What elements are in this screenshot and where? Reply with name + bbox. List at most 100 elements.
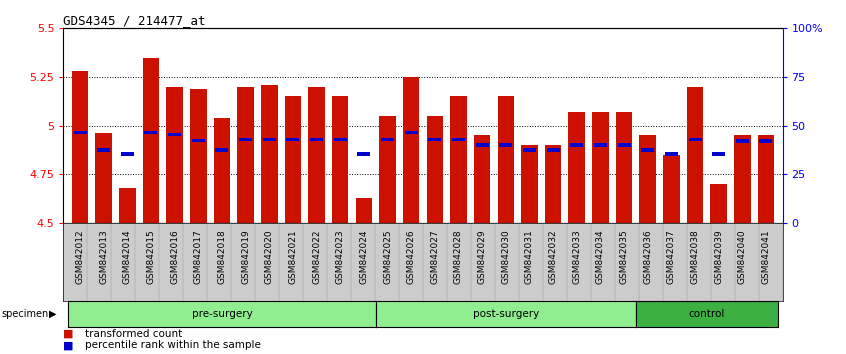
Bar [760,139,772,143]
Bar [641,148,654,152]
Bar [499,143,513,147]
Bar [689,138,701,141]
Text: GSM842012: GSM842012 [75,229,85,284]
Text: percentile rank within the sample: percentile rank within the sample [85,341,261,350]
Bar [287,138,299,141]
Text: GSM842039: GSM842039 [714,229,723,284]
Bar [618,143,630,147]
Bar [712,152,725,156]
Bar [72,71,88,223]
Bar [310,138,323,141]
Text: ■: ■ [63,341,78,350]
Bar [357,152,371,156]
Bar [663,155,679,223]
Bar [475,143,489,147]
Bar [403,77,420,223]
Bar [355,198,372,223]
Text: GSM842015: GSM842015 [146,229,156,284]
Text: GSM842034: GSM842034 [596,229,605,284]
Bar [214,118,230,223]
Bar [497,96,514,223]
Bar [426,116,443,223]
Bar [616,112,632,223]
Text: ■: ■ [63,329,78,339]
Bar [545,145,562,223]
Bar [687,87,703,223]
Text: GDS4345 / 214477_at: GDS4345 / 214477_at [63,14,206,27]
Bar [145,131,157,134]
Bar [263,138,276,141]
Bar [569,112,585,223]
Text: GSM842028: GSM842028 [454,229,463,284]
Bar [96,133,112,223]
Bar [121,152,134,156]
Bar [192,138,205,142]
Text: GSM842029: GSM842029 [478,229,486,284]
Bar [547,148,559,152]
Text: GSM842030: GSM842030 [502,229,510,284]
Text: GSM842035: GSM842035 [619,229,629,284]
Text: GSM842041: GSM842041 [761,229,771,284]
Bar [428,138,442,141]
Bar [452,138,465,141]
Text: GSM842037: GSM842037 [667,229,676,284]
Text: GSM842023: GSM842023 [336,229,344,284]
Text: GSM842017: GSM842017 [194,229,203,284]
Text: GSM842013: GSM842013 [99,229,108,284]
Bar [333,138,347,141]
Bar [119,188,135,223]
Bar [143,58,159,223]
Bar [381,138,394,141]
Bar [665,152,678,156]
Bar [592,112,608,223]
Bar [474,135,491,223]
Text: GSM842021: GSM842021 [288,229,298,284]
Bar [523,148,536,152]
Bar [594,143,607,147]
Bar [168,133,181,136]
Text: GSM842026: GSM842026 [407,229,415,284]
Bar [734,135,750,223]
Text: GSM842016: GSM842016 [170,229,179,284]
Text: transformed count: transformed count [85,329,182,339]
Text: GSM842024: GSM842024 [360,229,368,284]
Bar [711,184,727,223]
Text: GSM842032: GSM842032 [548,229,558,284]
Bar [379,116,396,223]
Text: GSM842038: GSM842038 [690,229,700,284]
Text: GSM842040: GSM842040 [738,229,747,284]
Text: GSM842031: GSM842031 [525,229,534,284]
Text: GSM842018: GSM842018 [217,229,227,284]
Text: control: control [689,309,725,319]
Bar [736,139,749,143]
Text: GSM842036: GSM842036 [643,229,652,284]
Bar [239,138,252,141]
Bar [167,87,183,223]
Text: GSM842027: GSM842027 [431,229,439,284]
Text: GSM842033: GSM842033 [572,229,581,284]
Bar [190,88,206,223]
Bar [404,131,418,134]
Text: pre-surgery: pre-surgery [191,309,252,319]
Bar [521,145,538,223]
Bar [450,96,467,223]
Bar [332,96,349,223]
Text: ▶: ▶ [49,309,57,319]
Bar [570,143,583,147]
Bar [261,85,277,223]
Bar [74,131,86,134]
Text: GSM842022: GSM842022 [312,229,321,284]
Text: GSM842020: GSM842020 [265,229,274,284]
Bar [238,87,254,223]
Bar [758,135,774,223]
Text: specimen: specimen [2,309,49,319]
Bar [284,96,301,223]
Bar [97,148,110,152]
Bar [640,135,656,223]
Bar [216,148,228,152]
Bar [308,87,325,223]
Text: post-surgery: post-surgery [473,309,539,319]
Text: GSM842014: GSM842014 [123,229,132,284]
Text: GSM842019: GSM842019 [241,229,250,284]
Text: GSM842025: GSM842025 [383,229,392,284]
